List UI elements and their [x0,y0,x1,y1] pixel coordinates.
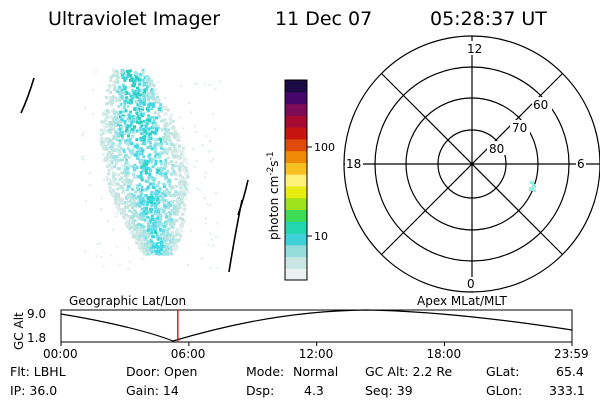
colorbar-tick-10: 10 [314,230,328,243]
polar-label-12: 12 [467,42,482,56]
xtick-label: 18:00 [427,347,462,361]
mode-label: Mode: [246,364,285,379]
dsp-value: 4.3 [304,383,324,398]
xtick-label: 06:00 [171,347,206,361]
geo-label: Geographic Lat/Lon [69,294,186,308]
gain-info: Gain: 14 [126,383,179,398]
glon-label: GLon: [486,383,523,398]
polar-label-70: 70 [512,121,527,135]
gcalt-info: GC Alt: 2.2 Re [365,364,453,379]
observation-time: 05:28:37 UT [430,8,547,30]
glon-value: 333.1 [549,383,585,398]
ytick-1-8: 1.8 [27,331,46,345]
polar-label-6: 6 [577,157,585,171]
colorbar-unit-label: photon cm-2s-1 [266,151,281,240]
seq-info: Seq: 39 [365,383,413,398]
ip-info: IP: 36.0 [10,383,58,398]
polar-label-60: 60 [533,98,548,112]
instrument-title: Ultraviolet Imager [48,8,221,30]
xtick-label: 12:00 [299,347,334,361]
apex-label: Apex MLat/MLT [417,294,507,308]
polar-label-80: 80 [489,142,504,156]
limb-arc-left [20,77,35,114]
gcalt-axis-label: GC Alt [12,312,26,350]
ytick-9: 9.0 [27,307,46,321]
polar-label-18: 18 [346,157,361,171]
mode-value: Normal [293,364,339,379]
polar-aurora-patch [529,181,536,192]
dsp-label: Dsp: [246,383,275,398]
colorbar-tick-100: 100 [314,141,335,154]
xtick-label: 00:00 [43,347,78,361]
glat-label: GLat: [486,364,520,379]
filter-info: Flt: LBHL [10,364,66,379]
observation-date: 11 Dec 07 [275,8,373,30]
door-info: Door: Open [126,364,198,379]
colorbar-gradient [285,80,307,281]
xtick-label: 23:59 [554,347,589,361]
glat-value: 65.4 [556,364,584,379]
altitude-curve [60,309,573,342]
limb-arc-right [228,199,243,273]
polar-label-0: 0 [467,277,475,291]
